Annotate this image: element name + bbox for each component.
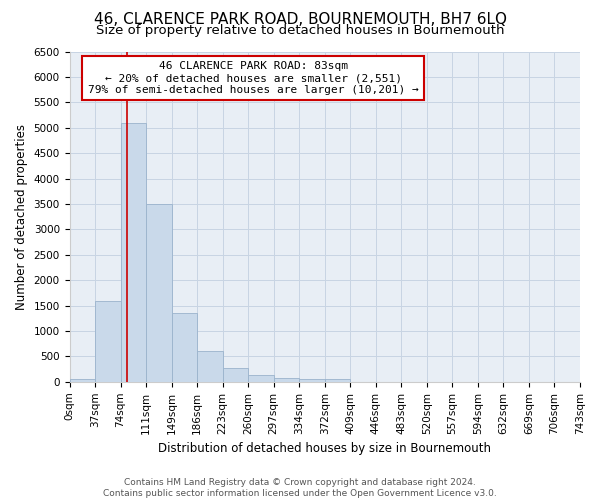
Y-axis label: Number of detached properties: Number of detached properties — [15, 124, 28, 310]
X-axis label: Distribution of detached houses by size in Bournemouth: Distribution of detached houses by size … — [158, 442, 491, 455]
Bar — [95, 300, 121, 382]
Bar — [299, 380, 325, 382]
Bar — [274, 378, 299, 382]
Bar — [197, 352, 223, 382]
Text: Size of property relative to detached houses in Bournemouth: Size of property relative to detached ho… — [96, 24, 504, 37]
Bar — [223, 368, 248, 382]
Bar — [70, 380, 95, 382]
Text: Contains HM Land Registry data © Crown copyright and database right 2024.
Contai: Contains HM Land Registry data © Crown c… — [103, 478, 497, 498]
Bar — [248, 376, 274, 382]
Bar — [325, 380, 350, 382]
Bar — [146, 204, 172, 382]
Text: 46 CLARENCE PARK ROAD: 83sqm
← 20% of detached houses are smaller (2,551)
79% of: 46 CLARENCE PARK ROAD: 83sqm ← 20% of de… — [88, 62, 419, 94]
Bar — [121, 122, 146, 382]
Text: 46, CLARENCE PARK ROAD, BOURNEMOUTH, BH7 6LQ: 46, CLARENCE PARK ROAD, BOURNEMOUTH, BH7… — [94, 12, 506, 28]
Bar — [172, 313, 197, 382]
